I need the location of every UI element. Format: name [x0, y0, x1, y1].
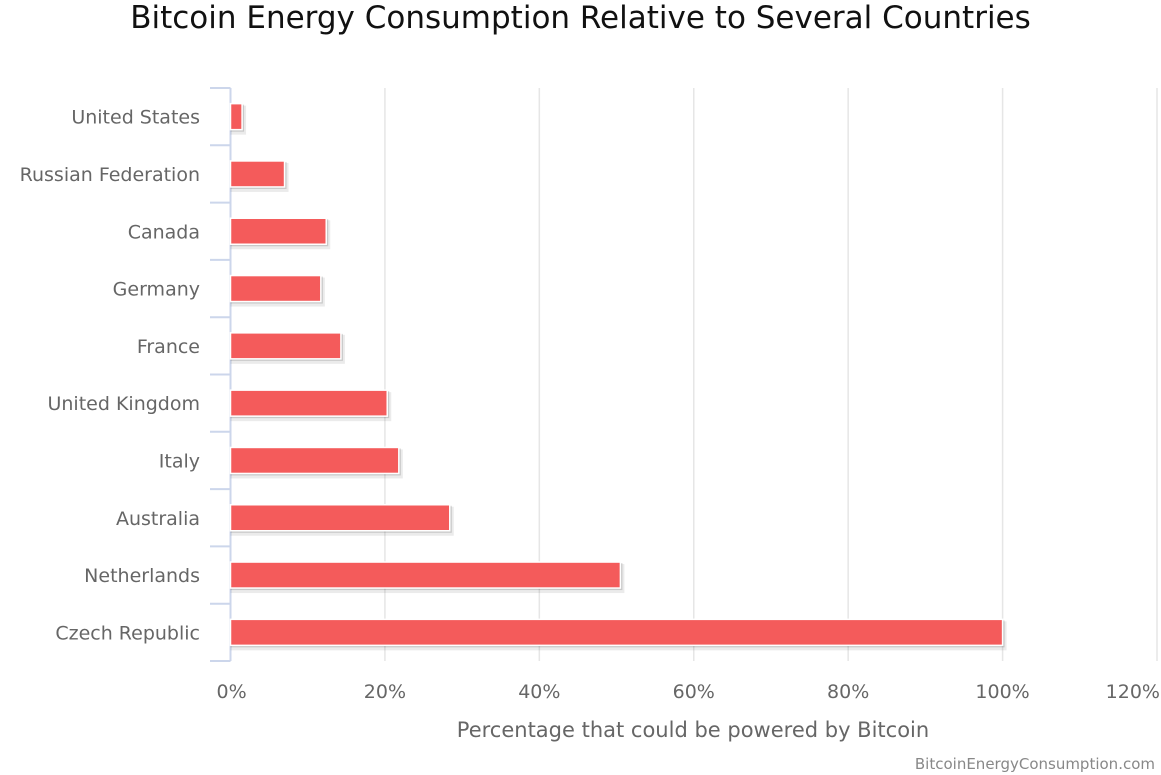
category-label: Australia	[116, 508, 200, 530]
category-label: Russian Federation	[20, 164, 200, 186]
category-label: United Kingdom	[47, 393, 200, 415]
bar	[229, 446, 400, 475]
bar	[229, 561, 622, 589]
x-tick-label: 20%	[364, 681, 406, 703]
category-label: France	[137, 336, 200, 358]
x-tick-label: 60%	[673, 681, 715, 703]
bar	[229, 504, 451, 532]
bar	[229, 102, 243, 131]
bar	[229, 274, 322, 303]
x-tick-label: 80%	[827, 681, 869, 703]
category-label: Germany	[113, 279, 200, 301]
category-label: Czech Republic	[55, 622, 200, 644]
bar	[229, 389, 388, 417]
x-tick-label: 40%	[518, 681, 560, 703]
category-label: Canada	[128, 221, 200, 243]
bar	[229, 332, 342, 360]
credit-link[interactable]: BitcoinEnergyConsumption.com	[914, 755, 1155, 773]
x-tick-label: 100%	[975, 681, 1029, 703]
x-tick-label: 120%	[1106, 681, 1160, 703]
category-label: United States	[71, 107, 200, 129]
bar	[229, 217, 327, 245]
x-axis-title: Percentage that could be powered by Bitc…	[457, 718, 929, 742]
category-label: Netherlands	[84, 565, 200, 587]
bar	[229, 618, 1004, 647]
chart-title: Bitcoin Energy Consumption Relative to S…	[130, 0, 1031, 36]
category-label: Italy	[159, 450, 200, 472]
x-tick-label: 0%	[217, 681, 247, 703]
bar	[229, 160, 286, 188]
